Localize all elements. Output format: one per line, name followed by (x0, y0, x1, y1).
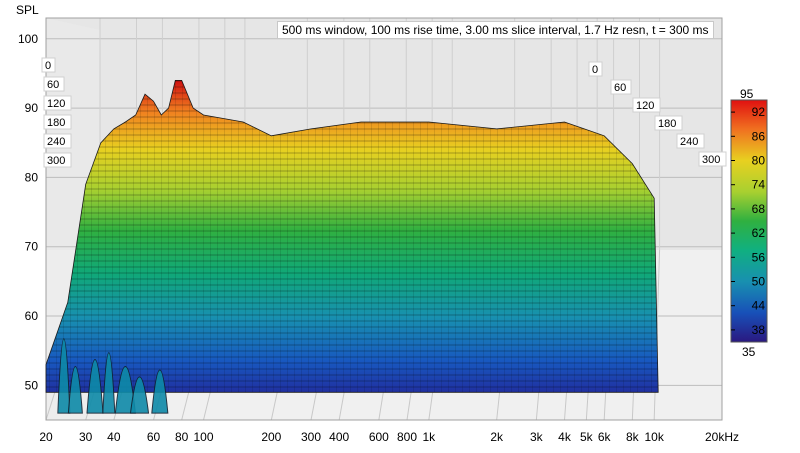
time-tick-left-label: 120 (47, 98, 65, 110)
lf-mode-lobe (67, 365, 83, 414)
color-scale-tick-label: 56 (752, 250, 766, 264)
time-tick-left-label: 60 (47, 79, 59, 91)
y-axis: 50 60 70 80 90 100 (18, 32, 38, 393)
x-tick-label: 2k (490, 430, 504, 444)
x-tick-label: 600 (369, 430, 389, 444)
x-axis: 20 30 40 60 80 100 200 300 400 600 800 1k 2k 3k 4k 5k 6k… (39, 430, 739, 444)
time-tick-left-bg (41, 57, 56, 73)
time-tick-left-bg (43, 76, 65, 92)
time-tick-left-bg (43, 133, 72, 149)
time-axis: 0 0 60 60 120 120 180 180 240 240 300 300 (41, 57, 727, 168)
lf-mode-lobe (86, 359, 104, 414)
x-tick-label: 800 (397, 430, 417, 444)
time-tick-right-bg (654, 115, 683, 131)
lf-mode-lobe (57, 338, 71, 414)
color-scale-tick-label: 74 (752, 178, 766, 192)
time-tick-right: 60 (610, 79, 632, 95)
y-tick-label: 60 (25, 309, 39, 323)
y-tick-label: 70 (25, 240, 39, 254)
surface-ridges (46, 80, 659, 393)
x-tick-label: 20 (39, 430, 53, 444)
color-scale-min-label: 35 (742, 345, 756, 359)
color-scale-tick-label: 68 (752, 202, 766, 216)
info-box: 500 ms window, 100 ms rise time, 3.00 ms… (277, 21, 714, 39)
x-tick-label: 6k (598, 430, 612, 444)
time-tick-right-label: 300 (702, 154, 720, 166)
x-tick-label: 20kHz (705, 430, 739, 444)
color-scale-bar (730, 99, 768, 343)
y-tick-label: 50 (25, 378, 39, 392)
time-tick-left: 120 (43, 95, 72, 111)
x-tick-label: 10k (644, 430, 664, 444)
x-tick-label: 4k (558, 430, 572, 444)
x-tick-label: 8k (626, 430, 640, 444)
x-tick-label: 5k (580, 430, 594, 444)
x-tick-label: 80 (175, 430, 189, 444)
x-tick-label: 200 (261, 430, 281, 444)
color-scale-max-label: 95 (740, 87, 754, 101)
color-scale-tick-label: 50 (752, 275, 766, 289)
time-tick-right-bg (610, 79, 632, 95)
x-tick-label: 1k (422, 430, 436, 444)
time-tick-left-label: 180 (47, 117, 65, 129)
time-tick-right-bg (698, 151, 727, 167)
x-tick-label: 100 (193, 430, 213, 444)
y-tick-label: 100 (18, 32, 38, 46)
time-tick-left-label: 0 (45, 60, 51, 72)
lf-mode-lobe (129, 376, 150, 414)
x-tick-label: 300 (301, 430, 321, 444)
color-scale-tick-label: 44 (752, 299, 766, 313)
time-tick-right-bg (632, 97, 661, 113)
time-tick-right-label: 0 (592, 64, 598, 76)
waterfall-surface (45, 80, 659, 414)
x-tick-label: 40 (107, 430, 121, 444)
time-tick-right: 120 (632, 97, 661, 113)
time-tick-left-label: 300 (47, 155, 65, 167)
time-tick-right: 180 (654, 115, 683, 131)
time-tick-left: 300 (43, 152, 72, 168)
time-tick-right: 0 (588, 61, 603, 77)
time-tick-left-bg (43, 152, 72, 168)
time-tick-left-bg (43, 95, 72, 111)
time-tick-left: 180 (43, 114, 72, 130)
color-scale-tick-label: 38 (752, 323, 766, 337)
color-scale-tick-label: 62 (752, 226, 766, 240)
color-scale-tick-label: 92 (752, 105, 766, 119)
color-scale-tick-label: 80 (752, 154, 766, 168)
lf-mode-lobe (102, 352, 116, 414)
y-tick-label: 80 (25, 170, 39, 184)
time-tick-right: 300 (698, 151, 727, 167)
y-tick-label: 90 (25, 101, 39, 115)
lf-mode-lobe (151, 369, 169, 414)
time-tick-right-label: 60 (614, 82, 626, 94)
time-tick-left: 60 (43, 76, 65, 92)
x-tick-label: 3k (530, 430, 544, 444)
time-tick-right-label: 120 (636, 100, 654, 112)
time-tick-right-label: 180 (658, 118, 676, 130)
x-tick-label: 30 (79, 430, 93, 444)
time-tick-right-bg (676, 133, 705, 149)
time-tick-right-label: 240 (680, 136, 698, 148)
time-tick-left-label: 240 (47, 136, 65, 148)
time-tick-right: 240 (676, 133, 705, 149)
x-tick-label: 400 (329, 430, 349, 444)
time-tick-left: 0 (41, 57, 56, 73)
color-scale-tick-label: 86 (752, 129, 766, 143)
plot-frame (45, 17, 723, 421)
y-axis-label: SPL (16, 3, 39, 17)
time-tick-left-bg (43, 114, 72, 130)
color-scale: 92 86 80 74 68 62 56 50 44 38 (730, 99, 768, 343)
x-tick-label: 60 (147, 430, 161, 444)
time-tick-left: 240 (43, 133, 72, 149)
time-tick-right-bg (588, 61, 603, 77)
